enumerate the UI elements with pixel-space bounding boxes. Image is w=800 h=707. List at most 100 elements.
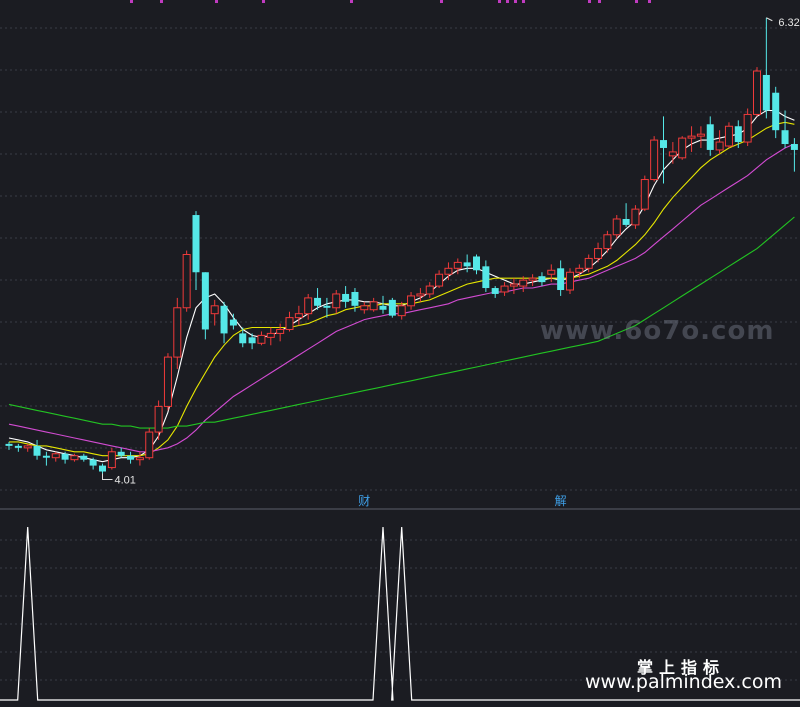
candle-body [538,276,546,283]
candle-body [342,293,350,302]
candle [314,288,322,310]
candle [491,286,499,298]
candle [444,262,453,281]
event-dot [514,0,517,3]
indicator-panel-grid [0,539,800,681]
candle-body [435,273,444,287]
candle-body [622,218,630,225]
brand-watermark-cn: 掌上指标 [637,658,726,677]
candle [407,291,416,310]
event-dot [498,0,501,3]
candle [482,260,490,292]
candle-body [117,451,125,456]
candle-body [678,137,687,159]
price-annotations: 6.32 4.01 财 解 [102,17,800,508]
event-dot [440,0,443,3]
candle [33,439,41,460]
candle [706,116,714,156]
candle-body [154,405,163,433]
candle-body [70,455,79,461]
candle-body [482,266,490,289]
candle [154,400,163,440]
candle [547,264,556,283]
candle-body [369,301,378,311]
candle [304,293,313,320]
candle-body [257,334,266,344]
event-dot [506,0,509,3]
candle-body [594,248,603,259]
event-dot [350,0,353,3]
candle-body [210,305,219,315]
candle-body [229,319,237,326]
candle-body [285,317,294,330]
candle [612,215,621,239]
candle-body [706,124,714,150]
candle-body [332,293,341,309]
event-dot [588,0,591,3]
event-dot [635,0,638,3]
candle [500,282,509,296]
candle [724,122,733,148]
candle-body [528,277,537,281]
candle-body [753,70,761,115]
candle [416,288,425,302]
candle [640,175,649,212]
candle-body [650,139,659,181]
watermark-6o7o: www.6o7o.com [540,316,775,346]
candle [435,270,444,289]
candle-body [42,455,50,458]
candle [743,108,752,146]
candle [201,272,209,340]
candle [397,301,406,320]
candle-body [416,293,425,297]
candle-body [557,268,565,291]
candle [519,276,528,292]
candle-body [603,234,612,250]
candle [781,110,789,148]
top-event-markers [130,0,651,3]
candle-body [772,92,780,131]
candle [584,254,593,273]
candle [294,305,303,326]
candle-body [220,305,228,334]
candle-body [519,279,528,287]
candle [285,311,294,332]
candle [631,205,640,229]
event-dot [522,0,525,3]
candle [192,211,200,291]
candle-body [107,451,116,469]
candle [332,290,341,314]
event-dot [262,0,265,3]
candle [145,428,154,460]
max-marker-arrow [766,17,773,22]
candle [5,441,13,450]
candle [182,250,191,312]
candle [80,453,88,462]
main-panel-grid [0,27,800,491]
candle-body [80,455,88,460]
candle [117,447,125,458]
candle [51,451,60,462]
event-marker-2: 解 [555,494,567,508]
candle [660,116,667,184]
candle [379,295,387,314]
candle [687,126,696,152]
candle [107,447,116,470]
candle-body [173,307,182,358]
candle-body [473,256,480,271]
candle [557,260,565,296]
candle-body [89,459,97,466]
candle [89,457,97,470]
candle-body [668,151,677,157]
candle-body [239,333,247,344]
candle-body [781,130,789,145]
candle-body [575,267,584,273]
candle-body [61,453,69,460]
candle [678,136,687,160]
candle [239,327,247,348]
candle [14,443,22,452]
candle-body [463,262,471,267]
candle-body [5,443,13,446]
candle [473,254,480,275]
candle-body [351,291,359,306]
